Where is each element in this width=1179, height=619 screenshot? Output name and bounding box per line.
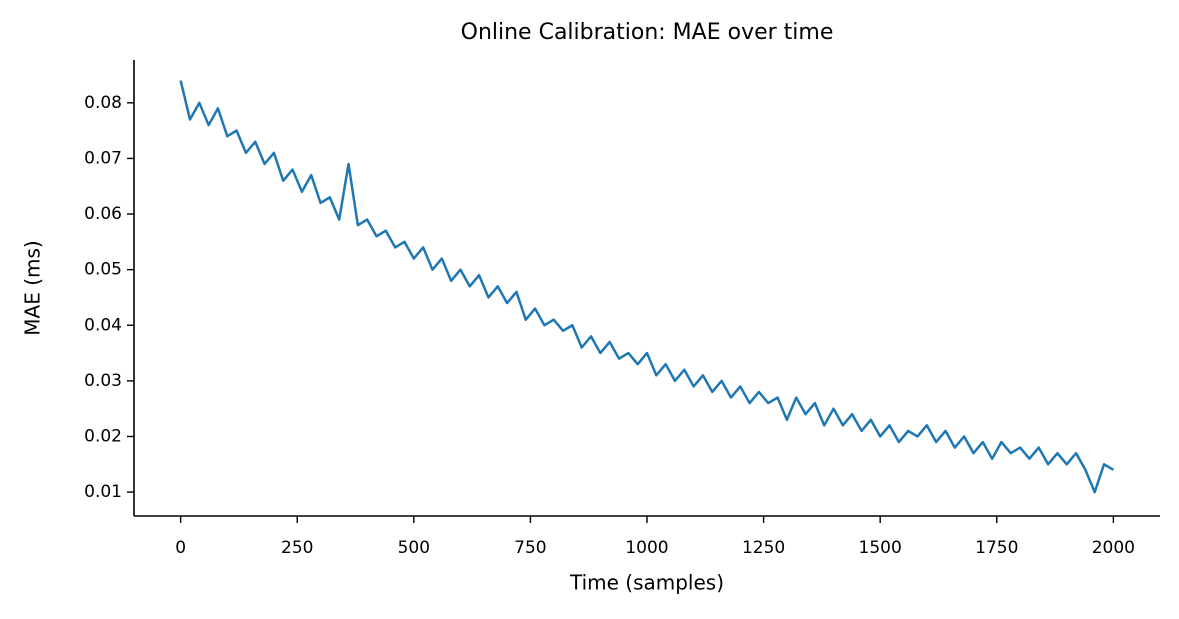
x-tick-label: 1750 [975, 538, 1018, 558]
x-tick-label: 0 [175, 538, 186, 558]
y-tick-label: 0.08 [84, 93, 122, 113]
chart-title: Online Calibration: MAE over time [461, 20, 834, 45]
x-axis-label: Time (samples) [569, 571, 724, 595]
x-tick-label: 2000 [1092, 538, 1135, 558]
y-axis-label: MAE (ms) [21, 240, 45, 335]
y-tick-label: 0.06 [84, 204, 122, 224]
x-tick-label: 1250 [742, 538, 785, 558]
y-tick-label: 0.05 [84, 260, 122, 280]
y-tick-label: 0.03 [84, 371, 122, 391]
x-tick-label: 250 [281, 538, 313, 558]
y-tick-label: 0.02 [84, 426, 122, 446]
x-tick-label: 500 [398, 538, 430, 558]
y-tick-label: 0.01 [84, 482, 122, 502]
x-tick-label: 1000 [625, 538, 668, 558]
x-tick-label: 1500 [859, 538, 902, 558]
data-line [179, 80, 1115, 494]
y-tick-label: 0.04 [84, 315, 122, 335]
x-tick-label: 750 [514, 538, 546, 558]
y-tick-label: 0.07 [84, 148, 122, 168]
